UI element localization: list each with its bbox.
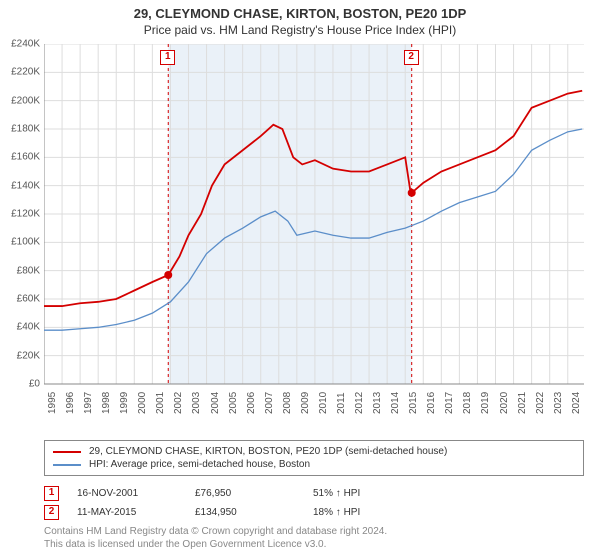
legend: 29, CLEYMOND CHASE, KIRTON, BOSTON, PE20… (44, 440, 584, 476)
x-tick-label: 2005 (228, 392, 239, 414)
legend-text: 29, CLEYMOND CHASE, KIRTON, BOSTON, PE20… (89, 446, 447, 457)
legend-text: HPI: Average price, semi-detached house,… (89, 459, 310, 470)
x-tick-label: 2007 (264, 392, 275, 414)
marker-dot-2 (408, 189, 416, 197)
marker-label-2: 2 (404, 50, 419, 65)
note-row: 1 16-NOV-2001 £76,950 51% ↑ HPI (44, 484, 584, 503)
marker-dot-1 (164, 271, 172, 279)
x-tick-label: 2020 (499, 392, 510, 414)
chart-titles: 29, CLEYMOND CHASE, KIRTON, BOSTON, PE20… (0, 0, 600, 39)
chart-subtitle: Price paid vs. HM Land Registry's House … (0, 23, 600, 37)
note-date: 11-MAY-2015 (77, 507, 177, 518)
y-tick-label: £180K (11, 124, 40, 135)
y-tick-label: £80K (17, 265, 40, 276)
y-tick-label: £240K (11, 39, 40, 50)
legend-item: HPI: Average price, semi-detached house,… (53, 458, 575, 471)
legend-swatch (53, 464, 81, 466)
line-chart (44, 44, 584, 414)
legend-item: 29, CLEYMOND CHASE, KIRTON, BOSTON, PE20… (53, 445, 575, 458)
x-tick-label: 2017 (444, 392, 455, 414)
note-delta: 51% ↑ HPI (313, 488, 413, 499)
y-tick-label: £20K (17, 350, 40, 361)
y-tick-label: £100K (11, 237, 40, 248)
x-tick-label: 1999 (119, 392, 130, 414)
x-tick-label: 2024 (571, 392, 582, 414)
x-tick-label: 2011 (336, 392, 347, 414)
transaction-notes: 1 16-NOV-2001 £76,950 51% ↑ HPI 2 11-MAY-2015… (44, 484, 584, 522)
chart-title: 29, CLEYMOND CHASE, KIRTON, BOSTON, PE20… (0, 6, 600, 21)
footer-line-2: This data is licensed under the Open Gov… (44, 539, 584, 552)
x-tick-label: 2008 (282, 392, 293, 414)
x-tick-label: 2010 (318, 392, 329, 414)
x-tick-label: 2019 (480, 392, 491, 414)
x-tick-label: 2021 (517, 392, 528, 414)
y-tick-label: £140K (11, 180, 40, 191)
x-tick-label: 2016 (426, 392, 437, 414)
chart-area: £0£20K£40K£60K£80K£100K£120K£140K£160K£1… (44, 44, 584, 414)
note-marker: 2 (44, 505, 59, 520)
y-tick-label: £60K (17, 294, 40, 305)
x-tick-label: 2013 (372, 392, 383, 414)
x-tick-label: 2002 (173, 392, 184, 414)
y-tick-label: £0 (29, 379, 40, 390)
x-tick-label: 2022 (535, 392, 546, 414)
x-tick-label: 1996 (65, 392, 76, 414)
x-tick-label: 2009 (300, 392, 311, 414)
x-tick-label: 2006 (246, 392, 257, 414)
x-tick-label: 1995 (47, 392, 58, 414)
x-tick-label: 2012 (354, 392, 365, 414)
note-marker: 1 (44, 486, 59, 501)
marker-label-1: 1 (160, 50, 175, 65)
y-tick-label: £200K (11, 95, 40, 106)
y-tick-label: £160K (11, 152, 40, 163)
page: 29, CLEYMOND CHASE, KIRTON, BOSTON, PE20… (0, 0, 600, 560)
x-tick-label: 2004 (210, 392, 221, 414)
x-tick-label: 2014 (390, 392, 401, 414)
x-tick-label: 2003 (191, 392, 202, 414)
y-tick-label: £40K (17, 322, 40, 333)
y-tick-label: £220K (11, 67, 40, 78)
note-delta: 18% ↑ HPI (313, 507, 413, 518)
note-row: 2 11-MAY-2015 £134,950 18% ↑ HPI (44, 503, 584, 522)
x-tick-label: 2018 (462, 392, 473, 414)
y-tick-label: £120K (11, 209, 40, 220)
x-tick-label: 2000 (137, 392, 148, 414)
x-tick-label: 2001 (155, 392, 166, 414)
footer-attribution: Contains HM Land Registry data © Crown c… (44, 526, 584, 551)
note-price: £76,950 (195, 488, 295, 499)
note-date: 16-NOV-2001 (77, 488, 177, 499)
x-tick-label: 2015 (408, 392, 419, 414)
x-tick-label: 1998 (101, 392, 112, 414)
note-price: £134,950 (195, 507, 295, 518)
legend-swatch (53, 451, 81, 453)
x-tick-label: 1997 (83, 392, 94, 414)
footer-line-1: Contains HM Land Registry data © Crown c… (44, 526, 584, 539)
x-tick-label: 2023 (553, 392, 564, 414)
